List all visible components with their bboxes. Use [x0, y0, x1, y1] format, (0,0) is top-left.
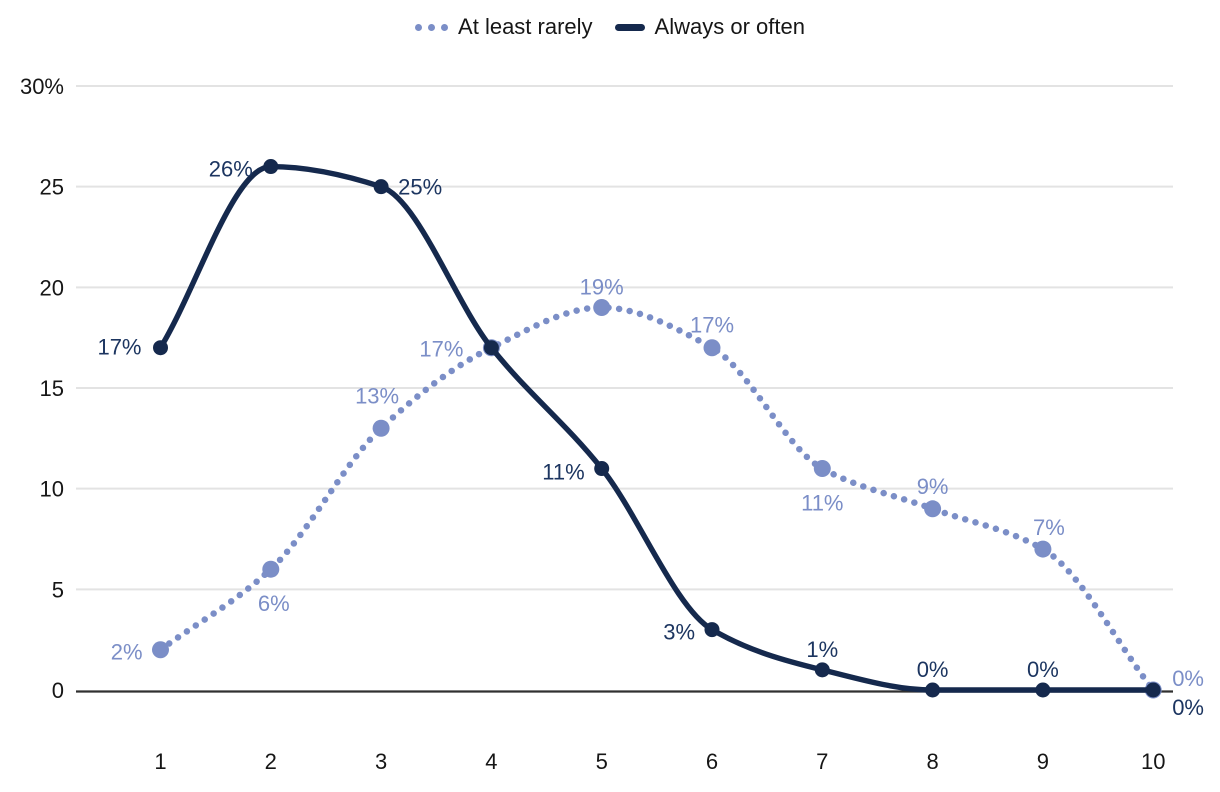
data-point-marker — [594, 461, 610, 477]
x-tick-label: 4 — [485, 749, 497, 774]
data-point-marker — [1145, 682, 1161, 698]
data-point-label: 3% — [663, 620, 695, 645]
data-point-marker — [925, 682, 941, 698]
data-point-marker — [372, 419, 390, 437]
x-tick-label: 1 — [154, 749, 166, 774]
data-point-label: 7% — [1033, 515, 1065, 540]
data-point-label: 9% — [917, 474, 949, 499]
data-point-marker — [813, 460, 831, 478]
x-tick-label: 5 — [596, 749, 608, 774]
data-point-marker — [483, 340, 499, 356]
data-point-label: 6% — [258, 591, 290, 616]
x-tick-label: 8 — [926, 749, 938, 774]
data-point-label: 0% — [1172, 695, 1204, 720]
data-point-label: 25% — [398, 175, 442, 200]
data-point-marker — [262, 560, 280, 578]
data-point-label: 0% — [917, 657, 949, 682]
data-point-marker — [263, 159, 279, 175]
x-tick-label: 2 — [265, 749, 277, 774]
x-tick-label: 6 — [706, 749, 718, 774]
data-point-label: 11% — [542, 460, 584, 485]
x-tick-label: 9 — [1037, 749, 1049, 774]
x-tick-label: 7 — [816, 749, 828, 774]
data-point-marker — [703, 339, 721, 357]
data-point-label: 1% — [806, 637, 838, 662]
data-point-marker — [1035, 682, 1051, 698]
data-point-label: 19% — [580, 274, 624, 299]
data-point-marker — [1034, 540, 1052, 558]
data-point-label: 17% — [97, 335, 141, 360]
data-point-label: 26% — [209, 157, 253, 182]
data-point-marker — [593, 298, 611, 316]
data-point-label: 17% — [690, 313, 734, 338]
data-point-marker — [153, 340, 168, 356]
series-line-always-or-often — [157, 163, 1156, 693]
series-line-at-least-rarely — [157, 304, 1157, 694]
y-tick-label: 25 — [40, 175, 64, 200]
y-tick-label: 0 — [52, 678, 64, 703]
data-point-label: 17% — [419, 337, 463, 362]
data-point-marker — [924, 500, 942, 518]
y-tick-label: 30% — [20, 74, 64, 99]
data-point-label: 0% — [1172, 666, 1204, 691]
data-point-label: 13% — [355, 383, 399, 408]
data-point-label: 11% — [801, 491, 843, 516]
data-point-marker — [373, 179, 389, 195]
y-tick-label: 10 — [40, 477, 64, 502]
data-point-marker — [704, 622, 720, 638]
x-tick-label: 3 — [375, 749, 387, 774]
y-tick-label: 20 — [40, 275, 64, 300]
data-point-label: 0% — [1027, 657, 1059, 682]
x-tick-label: 10 — [1141, 749, 1165, 774]
data-point-label: 2% — [111, 640, 143, 665]
y-tick-label: 15 — [40, 376, 64, 401]
data-point-marker — [152, 641, 169, 659]
data-point-marker — [814, 662, 830, 678]
y-tick-label: 5 — [52, 577, 64, 602]
